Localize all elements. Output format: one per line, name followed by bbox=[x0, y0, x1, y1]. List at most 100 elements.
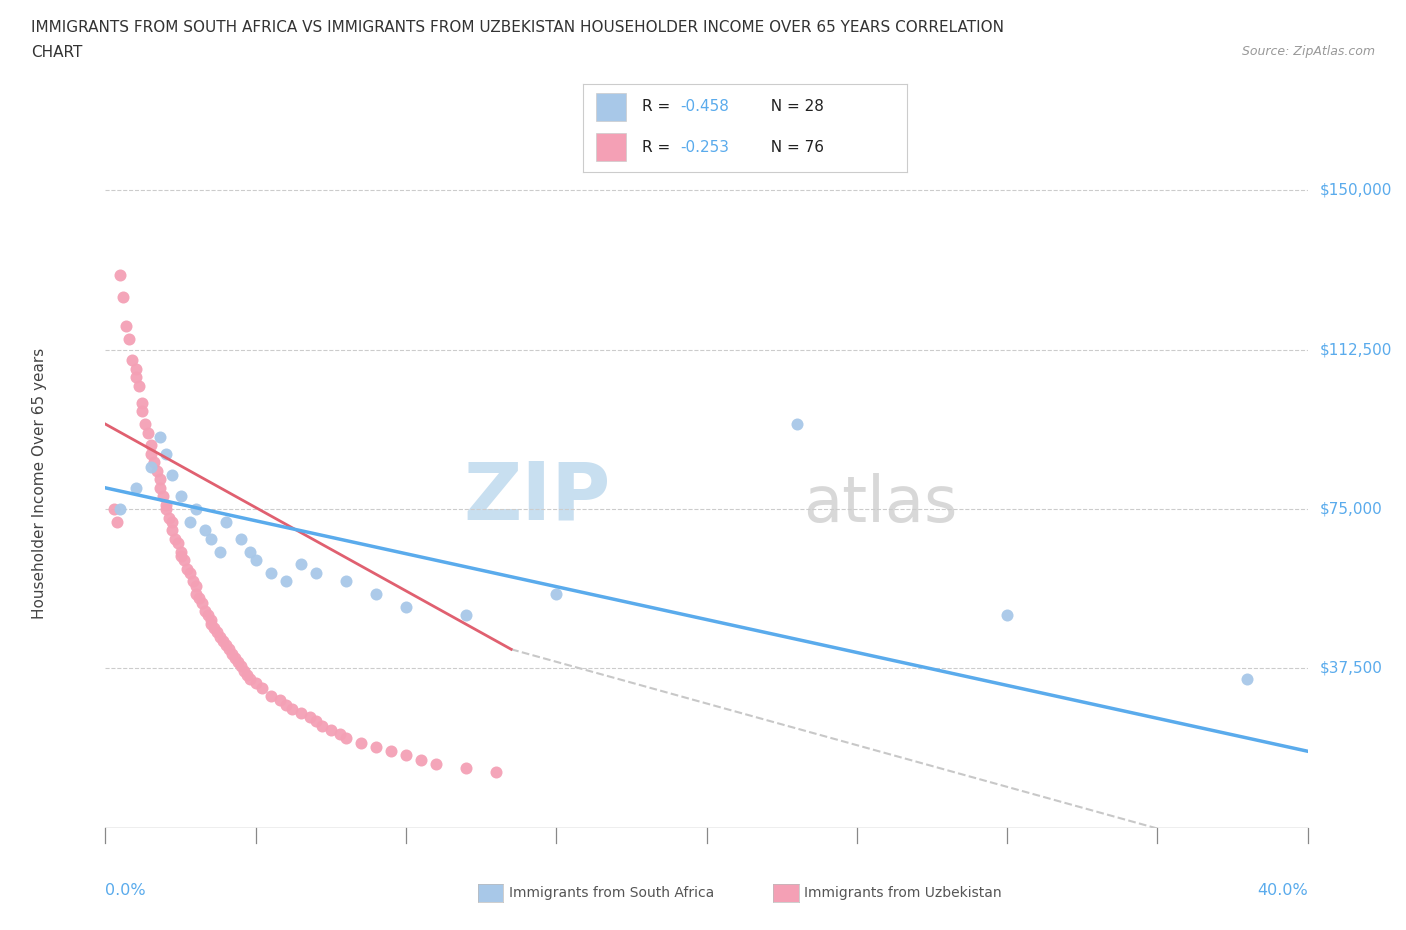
Point bbox=[305, 565, 328, 580]
Point bbox=[160, 514, 183, 529]
Text: -0.458: -0.458 bbox=[681, 100, 730, 114]
Point bbox=[155, 446, 177, 461]
Point bbox=[319, 723, 342, 737]
Point bbox=[110, 501, 132, 516]
Point bbox=[245, 676, 267, 691]
Point bbox=[395, 599, 418, 614]
Point bbox=[218, 642, 240, 657]
Point bbox=[139, 446, 162, 461]
Point bbox=[194, 523, 217, 538]
Text: 40.0%: 40.0% bbox=[1257, 883, 1308, 898]
Point bbox=[152, 489, 174, 504]
Point bbox=[115, 319, 138, 334]
Point bbox=[128, 379, 150, 393]
Point bbox=[190, 595, 212, 610]
Point bbox=[124, 370, 146, 385]
Point bbox=[155, 501, 177, 516]
Point bbox=[226, 655, 249, 670]
Point bbox=[194, 604, 217, 618]
Point bbox=[148, 472, 170, 486]
Text: Immigrants from Uzbekistan: Immigrants from Uzbekistan bbox=[804, 885, 1002, 900]
Point bbox=[184, 501, 207, 516]
Point bbox=[546, 587, 568, 602]
Point bbox=[200, 531, 222, 546]
Point bbox=[136, 425, 159, 440]
Point bbox=[260, 688, 283, 703]
Point bbox=[221, 646, 243, 661]
Point bbox=[202, 620, 225, 635]
Point bbox=[274, 698, 297, 712]
Point bbox=[335, 574, 357, 589]
Point bbox=[148, 481, 170, 496]
Point bbox=[187, 591, 209, 605]
Point bbox=[305, 714, 328, 729]
Point bbox=[232, 663, 254, 678]
Text: Householder Income Over 65 years: Householder Income Over 65 years bbox=[32, 348, 46, 619]
Point bbox=[298, 710, 321, 724]
Point bbox=[155, 498, 177, 512]
Text: CHART: CHART bbox=[31, 45, 83, 60]
Point bbox=[139, 459, 162, 474]
Point bbox=[131, 404, 153, 418]
Point bbox=[329, 727, 352, 742]
Point bbox=[995, 608, 1018, 623]
Point bbox=[169, 489, 191, 504]
Point bbox=[179, 514, 201, 529]
Point bbox=[335, 731, 357, 746]
Point bbox=[121, 353, 143, 368]
Point bbox=[200, 612, 222, 627]
Point bbox=[184, 587, 207, 602]
Point bbox=[134, 417, 156, 432]
Text: R =: R = bbox=[641, 100, 675, 114]
Text: N = 76: N = 76 bbox=[762, 140, 824, 154]
Text: atlas: atlas bbox=[803, 473, 957, 536]
Point bbox=[311, 718, 333, 733]
Point bbox=[350, 736, 373, 751]
Text: Source: ZipAtlas.com: Source: ZipAtlas.com bbox=[1241, 45, 1375, 58]
Point bbox=[205, 625, 228, 640]
Point bbox=[200, 617, 222, 631]
Point bbox=[169, 549, 191, 564]
Point bbox=[224, 650, 246, 665]
Point bbox=[118, 332, 141, 347]
Point bbox=[197, 608, 219, 623]
Point bbox=[112, 289, 135, 304]
Point bbox=[229, 658, 252, 673]
Point bbox=[454, 608, 477, 623]
Text: IMMIGRANTS FROM SOUTH AFRICA VS IMMIGRANTS FROM UZBEKISTAN HOUSEHOLDER INCOME OV: IMMIGRANTS FROM SOUTH AFRICA VS IMMIGRAN… bbox=[31, 20, 1004, 35]
Point bbox=[425, 756, 447, 771]
Point bbox=[145, 463, 167, 478]
Point bbox=[786, 417, 808, 432]
Point bbox=[214, 514, 236, 529]
Text: Immigrants from South Africa: Immigrants from South Africa bbox=[509, 885, 714, 900]
Point bbox=[250, 680, 273, 695]
Point bbox=[239, 671, 262, 686]
Text: $37,500: $37,500 bbox=[1320, 661, 1382, 676]
Point bbox=[409, 752, 432, 767]
Point bbox=[274, 574, 297, 589]
Point bbox=[290, 706, 312, 721]
Text: $112,500: $112,500 bbox=[1320, 342, 1392, 357]
Point bbox=[211, 633, 233, 648]
Text: ZIP: ZIP bbox=[463, 458, 610, 537]
FancyBboxPatch shape bbox=[596, 133, 626, 162]
Point bbox=[364, 739, 387, 754]
Point bbox=[208, 629, 231, 644]
Point bbox=[485, 765, 508, 780]
Point bbox=[179, 565, 201, 580]
Point bbox=[142, 455, 165, 470]
Point bbox=[260, 565, 283, 580]
Text: $75,000: $75,000 bbox=[1320, 501, 1382, 516]
Point bbox=[139, 438, 162, 453]
Point bbox=[157, 511, 180, 525]
Point bbox=[169, 544, 191, 559]
Text: -0.253: -0.253 bbox=[681, 140, 730, 154]
Point bbox=[160, 523, 183, 538]
Point bbox=[245, 552, 267, 567]
Point bbox=[103, 501, 125, 516]
Text: R =: R = bbox=[641, 140, 675, 154]
Point bbox=[214, 638, 236, 653]
Point bbox=[380, 744, 402, 759]
Point bbox=[1236, 671, 1258, 686]
Point bbox=[208, 544, 231, 559]
